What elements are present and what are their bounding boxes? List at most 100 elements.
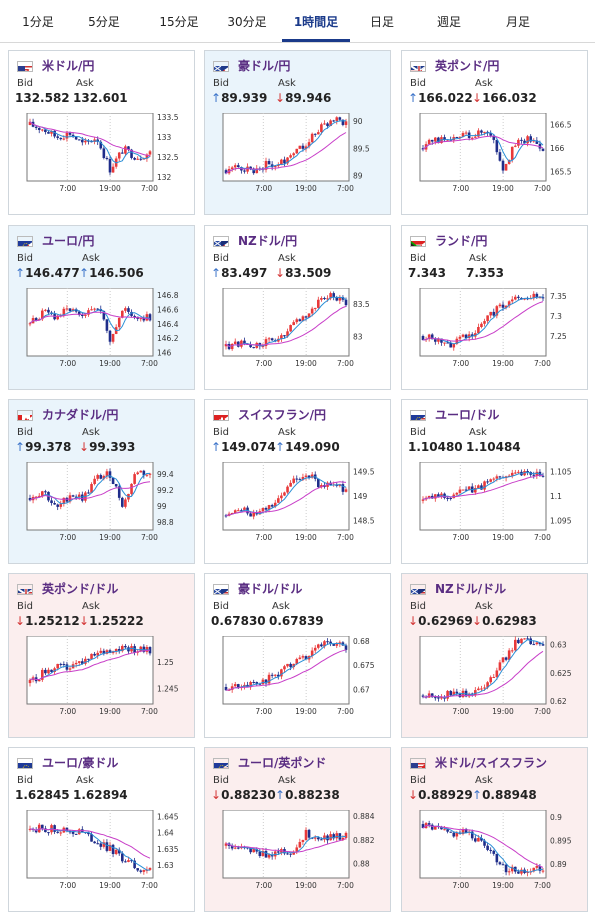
currency-pair-link[interactable]: NZドル/ドル [435, 582, 507, 596]
chart-container[interactable]: 99.4 99.2 99 98.8 7:00 19:00 7:00 [15, 461, 192, 566]
chart-container[interactable]: 133.5 133 132.5 132 7:00 19:00 7:00 [15, 112, 192, 217]
chart-container[interactable]: 1.25 1.245 7:00 19:00 7:00 [15, 635, 192, 740]
ask-label: Ask [76, 775, 94, 786]
tab-3[interactable]: 30分足 [227, 15, 267, 29]
ask-price-value: 0.88238 [285, 788, 340, 802]
bid-label: Bid [17, 601, 33, 612]
tab-2[interactable]: 15分足 [159, 15, 199, 29]
candle [427, 139, 431, 145]
chart-container[interactable]: 90 89.5 89 7:00 19:00 7:00 [211, 112, 388, 217]
chart-container[interactable]: 146.8 146.6 146.4 146.2 146 7:00 19:00 7:00 [15, 287, 192, 392]
candle [310, 650, 314, 657]
currency-pair-link[interactable]: ランド/円 [435, 234, 488, 248]
candle [99, 650, 103, 653]
candle [62, 308, 66, 316]
candle [320, 485, 323, 488]
candle [237, 165, 240, 168]
ask-label: Ask [475, 775, 493, 786]
rate-card[interactable]: 英ポンド/円 Bid Ask ↑166.022 ↓166.032 166.5 166 165.… [401, 50, 588, 215]
ask-price: ↓99.393 [79, 440, 135, 454]
candle [329, 293, 332, 299]
rate-card[interactable]: ユーロ/ドル Bid Ask 1.10480 1.10484 1.105 1.1 1.095 7… [401, 399, 588, 564]
currency-pair-link[interactable]: 豪ドル/円 [238, 59, 291, 73]
tab-5[interactable]: 日足 [369, 15, 394, 29]
chart-container[interactable]: 83.5 83 7:00 19:00 7:00 [211, 287, 388, 392]
currency-pair-link[interactable]: ユーロ/英ポンド [238, 756, 327, 770]
rate-card[interactable]: NZドル/ドル Bid Ask ↓0.62969 ↓0.62983 0.63 0.625 0.… [401, 573, 588, 738]
chart-container[interactable]: 1.105 1.1 1.095 7:00 19:00 7:00 [408, 461, 585, 566]
x-tick-label: 7:00 [255, 881, 272, 890]
rate-card[interactable]: 英ポンド/ドル Bid Ask ↓1.25212 ↓1.25222 1.25 1.245 7:… [8, 573, 195, 738]
candle [133, 157, 136, 160]
chart-container[interactable]: 0.68 0.675 0.67 7:00 19:00 7:00 [211, 635, 388, 740]
chart-container[interactable]: 0.63 0.625 0.62 7:00 19:00 7:00 [408, 635, 585, 740]
candle [289, 482, 292, 487]
candle [283, 492, 286, 496]
currency-flag-icon [410, 236, 426, 247]
currency-pair-link[interactable]: ユーロ/豪ドル [42, 756, 119, 770]
y-tick-label: 99.4 [157, 470, 174, 479]
x-tick-label: 19:00 [99, 707, 121, 716]
chart-container[interactable]: 149.5 149 148.5 7:00 19:00 7:00 [211, 461, 388, 566]
tab-0[interactable]: 1分足 [22, 15, 54, 29]
candle [34, 126, 38, 128]
currency-pair-link[interactable]: 米ドル/円 [42, 59, 95, 73]
currency-pair-link[interactable]: ユーロ/円 [42, 234, 95, 248]
candle [273, 674, 277, 676]
candle [224, 170, 228, 174]
currency-pair-link[interactable]: NZドル/円 [238, 234, 298, 248]
currency-pair-link[interactable]: 英ポンド/ドル [42, 582, 119, 596]
currency-pair-link[interactable]: 英ポンド/円 [435, 59, 500, 73]
rate-card[interactable]: 米ドル/スイスフラン Bid Ask ↓0.88929 ↑0.88948 0.9 0.895… [401, 747, 588, 912]
currency-pair-link[interactable]: ユーロ/ドル [435, 408, 500, 422]
x-tick-label: 7:00 [337, 881, 354, 890]
candle [74, 309, 78, 312]
tab-4[interactable]: 1時間足 [282, 0, 350, 42]
rate-card[interactable]: ユーロ/円 Bid Ask ↑146.477 ↑146.506 146.8 146.6 146… [8, 225, 195, 390]
rate-card[interactable]: スイスフラン/円 Bid Ask ↑149.074 ↑149.090 149.5 149 14… [204, 399, 391, 564]
tab-7[interactable]: 月足 [505, 15, 530, 29]
candle [292, 851, 295, 855]
tab-6[interactable]: 週足 [436, 15, 461, 29]
chart-container[interactable]: 166.5 166 165.5 7:00 19:00 7:00 [408, 112, 585, 217]
bid-price-value: 1.10480 [408, 440, 463, 454]
candle [240, 510, 243, 512]
rate-card[interactable]: ユーロ/英ポンド Bid Ask ↓0.88230 ↑0.88238 0.884 0.882… [204, 747, 391, 912]
bid-label: Bid [213, 78, 229, 89]
chart-container[interactable]: 1.645 1.64 1.635 1.63 7:00 19:00 7:00 [15, 809, 192, 914]
currency-pair-link[interactable]: スイスフラン/円 [238, 408, 327, 422]
candle [434, 137, 437, 142]
candle [295, 659, 299, 664]
candle [37, 679, 41, 682]
rate-card[interactable]: 豪ドル/ドル Bid Ask 0.67830 0.67839 0.68 0.675 0.67 7… [204, 573, 391, 738]
chart-container[interactable]: 7.35 7.3 7.25 7:00 19:00 7:00 [408, 287, 585, 392]
currency-pair-link[interactable]: 米ドル/スイスフラン [435, 756, 548, 770]
ma-fast-line [422, 132, 544, 163]
rate-card[interactable]: 米ドル/円 Bid Ask 132.582 132.601 133.5 133 132.5 13… [8, 50, 195, 215]
candle [102, 311, 106, 320]
rate-card[interactable]: ユーロ/豪ドル Bid Ask 1.62845 1.62894 1.645 1.64 1.63… [8, 747, 195, 912]
candle [344, 121, 348, 125]
candle [41, 310, 44, 320]
x-tick-label: 7:00 [59, 707, 76, 716]
candle [541, 644, 545, 646]
rate-card[interactable]: 豪ドル/円 Bid Ask ↑89.939 ↓89.946 90 89.5 89 7:00 19:… [204, 50, 391, 215]
candle [252, 849, 255, 853]
candle [538, 866, 542, 871]
candle [264, 850, 268, 858]
chart-container[interactable]: 0.884 0.882 0.88 7:00 19:00 7:00 [211, 809, 388, 914]
tab-1[interactable]: 5分足 [88, 15, 120, 29]
candle [480, 837, 483, 841]
rate-card[interactable]: NZドル/円 Bid Ask ↑83.497 ↓83.509 83.5 83 7:00 19:0… [204, 225, 391, 390]
chart-frame [222, 635, 350, 705]
candle [292, 663, 295, 668]
rate-card[interactable]: ランド/円 Bid Ask 7.343 7.353 7.35 7.3 7.25 7:00 19:0… [401, 225, 588, 390]
chart-container[interactable]: 0.9 0.895 0.89 7:00 19:00 7:00 [408, 809, 585, 914]
candle [249, 344, 252, 348]
candle [41, 669, 44, 680]
currency-flag-icon [17, 758, 33, 769]
rate-card[interactable]: カナダドル/円 Bid Ask ↑99.378 ↓99.393 99.4 99.2 99 98.… [8, 399, 195, 564]
currency-pair-link[interactable]: カナダドル/円 [42, 408, 119, 422]
currency-pair-link[interactable]: 豪ドル/ドル [238, 582, 303, 596]
y-tick-label: 0.9 [550, 813, 562, 822]
